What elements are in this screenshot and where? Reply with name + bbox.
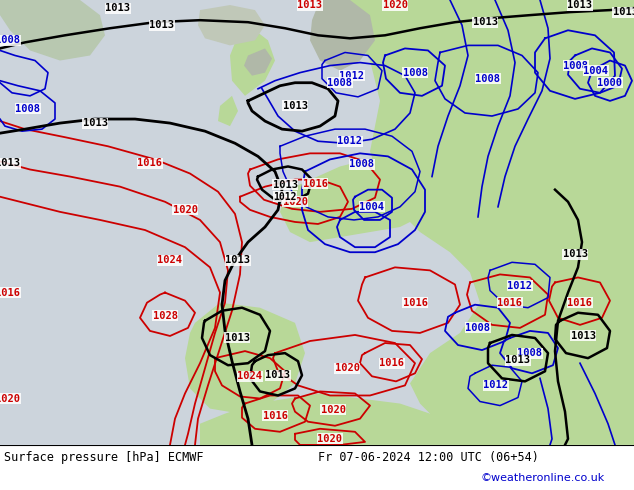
- Text: 1020: 1020: [318, 434, 342, 444]
- Text: 1020: 1020: [283, 197, 307, 207]
- Text: 1012: 1012: [339, 71, 365, 81]
- Text: 1013: 1013: [266, 370, 290, 380]
- Text: 1013: 1013: [472, 17, 498, 27]
- Text: 1016: 1016: [498, 297, 522, 308]
- Text: 1008: 1008: [0, 35, 20, 46]
- Polygon shape: [280, 156, 430, 242]
- Text: 1013: 1013: [82, 118, 108, 128]
- Polygon shape: [320, 0, 634, 445]
- Text: 1000: 1000: [597, 78, 623, 88]
- Text: 1004: 1004: [583, 66, 609, 75]
- Polygon shape: [198, 5, 265, 46]
- Text: 1012: 1012: [337, 136, 363, 146]
- Text: 1008: 1008: [403, 68, 427, 77]
- Polygon shape: [200, 393, 500, 445]
- Text: 1008: 1008: [517, 348, 543, 358]
- Text: 1013: 1013: [226, 255, 250, 265]
- Text: 1016: 1016: [380, 358, 404, 368]
- Text: 1013: 1013: [297, 0, 323, 10]
- Text: 1020: 1020: [321, 405, 346, 415]
- Polygon shape: [230, 30, 275, 96]
- Text: 1016: 1016: [262, 411, 287, 420]
- Text: 1020: 1020: [172, 205, 198, 215]
- Text: 1013: 1013: [571, 331, 595, 341]
- Text: 1016: 1016: [403, 297, 427, 308]
- Text: 1013: 1013: [150, 20, 174, 30]
- Polygon shape: [310, 0, 375, 71]
- Polygon shape: [0, 0, 105, 61]
- Text: 1024: 1024: [238, 371, 262, 381]
- Text: 1012: 1012: [484, 380, 508, 391]
- Text: 1013: 1013: [283, 101, 307, 111]
- Text: 1008: 1008: [349, 159, 375, 170]
- Text: ©weatheronline.co.uk: ©weatheronline.co.uk: [480, 473, 604, 483]
- Text: 1013: 1013: [224, 333, 250, 343]
- Text: 1020: 1020: [335, 363, 359, 373]
- Text: 1012: 1012: [507, 280, 533, 291]
- Text: 1013: 1013: [0, 158, 20, 169]
- Text: Surface pressure [hPa] ECMWF: Surface pressure [hPa] ECMWF: [4, 451, 204, 465]
- Text: 1016: 1016: [567, 297, 593, 308]
- Text: 1008: 1008: [328, 78, 353, 88]
- Polygon shape: [244, 49, 272, 75]
- Text: 1013: 1013: [105, 3, 131, 13]
- Text: 1008: 1008: [564, 61, 588, 71]
- Text: 1012: 1012: [273, 192, 297, 202]
- Text: 1028: 1028: [153, 311, 178, 321]
- Polygon shape: [185, 303, 305, 414]
- Text: 1004: 1004: [359, 202, 384, 212]
- Text: 1020: 1020: [382, 0, 408, 10]
- Text: 1024: 1024: [157, 255, 183, 265]
- Text: 1013: 1013: [612, 7, 634, 17]
- Text: 1013: 1013: [273, 180, 297, 190]
- Text: 1013: 1013: [505, 355, 531, 365]
- Text: 1016: 1016: [302, 179, 328, 189]
- Text: 1013: 1013: [562, 249, 588, 259]
- Text: Fr 07-06-2024 12:00 UTC (06+54): Fr 07-06-2024 12:00 UTC (06+54): [318, 451, 539, 465]
- Text: 1016: 1016: [0, 288, 20, 297]
- Text: 1008: 1008: [465, 323, 491, 333]
- Text: 1016: 1016: [138, 158, 162, 169]
- Polygon shape: [218, 96, 238, 126]
- Text: 1020: 1020: [0, 393, 20, 403]
- Text: 1008: 1008: [15, 104, 41, 114]
- Text: 1013: 1013: [567, 0, 593, 10]
- Text: 1008: 1008: [476, 74, 500, 84]
